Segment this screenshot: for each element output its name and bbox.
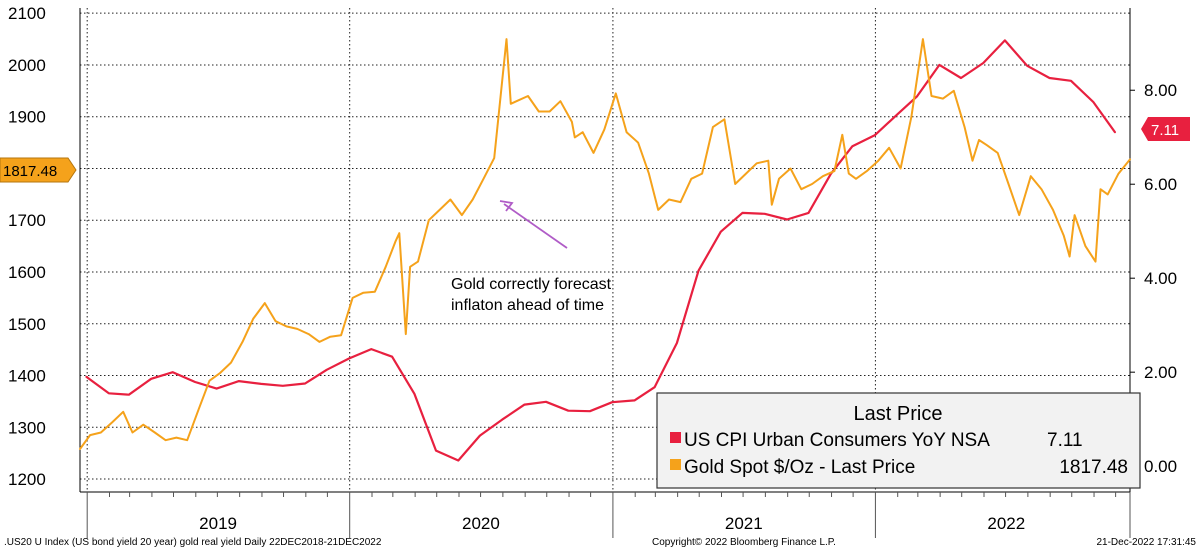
year-label: 2019: [199, 514, 237, 533]
left-axis-ticks: 1200130014001500160017001800190020002100: [8, 4, 46, 489]
legend-swatch-gold: [670, 459, 681, 470]
last-value-badges: 1817.48 7.11: [0, 117, 1190, 183]
left-tick-label: 2100: [8, 4, 46, 23]
series-line-gold: [79, 38, 1131, 450]
badge-gold-value: 1817.48: [3, 163, 57, 180]
legend-box: [656, 392, 1141, 489]
legend: Last Price US CPI Urban Consumers YoY NS…: [656, 392, 1141, 489]
badge-gold-shape: [0, 157, 77, 183]
series-line-cpi: [85, 39, 1117, 462]
left-tick-label: 1500: [8, 315, 46, 334]
right-tick-label: 2.00: [1144, 363, 1177, 382]
right-tick-label: 0.00: [1144, 457, 1177, 476]
left-tick-label: 1300: [8, 418, 46, 437]
legend-title: Last Price: [854, 403, 943, 425]
footer-timestamp: 21-Dec-2022 17:31:45: [1096, 537, 1196, 548]
right-tick-label: 6.00: [1144, 175, 1177, 194]
footer-copyright: Copyright© 2022 Bloomberg Finance L.P.: [652, 537, 836, 548]
left-tick-label: 1200: [8, 470, 46, 489]
legend-value-cpi: 7.11: [1047, 430, 1083, 451]
annotation-arrow-head: [499, 200, 514, 212]
right-tick-label: 4.00: [1144, 269, 1177, 288]
badge-cpi-shape: [1141, 117, 1190, 141]
footer-source: .US20 U Index (US bond yield 20 year) go…: [4, 537, 382, 548]
left-tick-label: 1700: [8, 211, 46, 230]
legend-swatch-cpi: [670, 432, 681, 443]
right-axis-ticks: 0.00 2.00 4.00 6.00 8.00: [1144, 81, 1177, 476]
x-axis-year-labels: 2019 2020 2021 2022: [199, 514, 1025, 533]
legend-label-cpi: US CPI Urban Consumers YoY NSA: [684, 430, 990, 451]
badge-cpi-value: 7.11: [1151, 122, 1179, 139]
gridlines: [80, 8, 1130, 492]
annotation-arrow-shaft: [503, 203, 568, 249]
footer: .US20 U Index (US bond yield 20 year) go…: [4, 537, 1196, 548]
legend-value-gold: 1817.48: [1059, 457, 1128, 478]
left-tick-label: 1400: [8, 367, 46, 386]
annotation-line-1: Gold correctly forecast: [451, 276, 612, 293]
left-tick-label: 1600: [8, 263, 46, 282]
annotation-line-2: inflaton ahead of time: [451, 297, 604, 314]
year-label: 2022: [987, 514, 1025, 533]
year-label: 2021: [725, 514, 763, 533]
legend-label-gold: Gold Spot $/Oz - Last Price: [684, 457, 915, 478]
left-tick-label: 1900: [8, 108, 46, 127]
left-tick-label: 2000: [8, 56, 46, 75]
annotation: Gold correctly forecast inflaton ahead o…: [451, 200, 612, 314]
series-lines: [79, 38, 1131, 462]
year-label: 2020: [462, 514, 500, 533]
right-tick-label: 8.00: [1144, 81, 1177, 100]
